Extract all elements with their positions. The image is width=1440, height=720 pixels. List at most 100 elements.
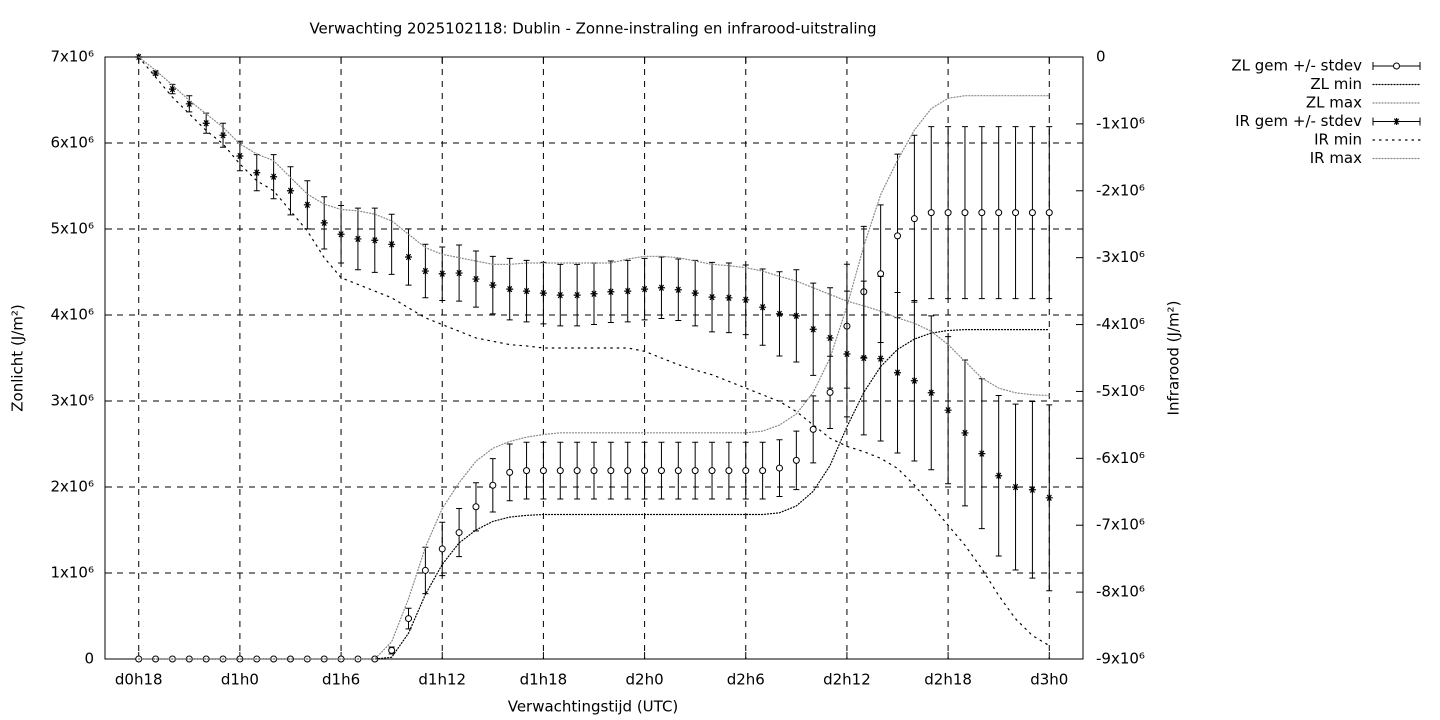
- marker: [961, 209, 969, 217]
- marker: [590, 467, 598, 475]
- marker: [286, 187, 294, 195]
- marker: [236, 655, 244, 663]
- y-tick-label: 1x10⁶: [50, 564, 94, 582]
- marker: [337, 230, 345, 238]
- marker: [489, 481, 497, 489]
- marker: [674, 467, 682, 475]
- marker: [1012, 209, 1020, 217]
- legend-label: ZL max: [1306, 94, 1362, 112]
- marker: [725, 467, 733, 475]
- marker: [438, 545, 446, 553]
- marker: [539, 467, 547, 475]
- marker: [405, 615, 413, 623]
- marker: [573, 467, 581, 475]
- x-tick-label: d0h18: [115, 671, 163, 689]
- marker: [910, 377, 918, 385]
- marker: [219, 131, 227, 139]
- y2-axis-title: Infrarood (J/m²): [1165, 301, 1183, 416]
- marker: [388, 240, 396, 248]
- y-axis-title: Zonlicht (J/m²): [9, 304, 27, 412]
- marker: [674, 286, 682, 294]
- marker: [202, 119, 210, 127]
- marker: [472, 503, 480, 511]
- x-tick-label: d2h18: [924, 671, 972, 689]
- marker: [792, 312, 800, 320]
- y-tick-label: 0: [84, 650, 94, 668]
- marker: [455, 529, 463, 537]
- marker: [185, 100, 193, 108]
- marker: [894, 369, 902, 377]
- y2-tick-label: -7x10⁶: [1096, 516, 1145, 534]
- marker: [320, 219, 328, 227]
- plot-border: [104, 56, 1084, 660]
- marker: [877, 355, 885, 363]
- marker: [641, 285, 649, 293]
- marker: [775, 464, 783, 472]
- marker: [506, 468, 514, 476]
- marker: [455, 269, 463, 277]
- marker: [927, 209, 935, 217]
- legend-marker: [1393, 118, 1400, 125]
- y-tick-label: 7x10⁶: [50, 48, 94, 66]
- marker: [405, 253, 413, 261]
- marker: [421, 566, 429, 574]
- chart-title: Verwachting 2025102118: Dublin - Zonne-i…: [309, 20, 876, 38]
- x-tick-label: d2h6: [727, 671, 765, 689]
- marker: [860, 354, 868, 362]
- x-tick-label: d1h0: [221, 671, 259, 689]
- y2-tick-label: -4x10⁶: [1096, 315, 1145, 333]
- marker: [792, 456, 800, 464]
- marker: [556, 467, 564, 475]
- y-tick-label: 3x10⁶: [50, 392, 94, 410]
- marker: [978, 450, 986, 458]
- marker: [371, 236, 379, 244]
- marker: [775, 310, 783, 318]
- marker: [910, 215, 918, 223]
- y2-tick-label: -6x10⁶: [1096, 449, 1145, 467]
- marker: [809, 425, 817, 433]
- marker: [826, 334, 834, 342]
- marker: [438, 270, 446, 278]
- marker: [1012, 483, 1020, 491]
- y2-tick-label: -8x10⁶: [1096, 583, 1145, 601]
- marker: [303, 201, 311, 209]
- marker: [995, 209, 1003, 217]
- y2-tick-label: -9x10⁶: [1096, 650, 1145, 668]
- marker: [539, 289, 547, 297]
- y2-tick-label: -2x10⁶: [1096, 181, 1145, 199]
- marker: [152, 655, 160, 663]
- marker: [961, 429, 969, 437]
- marker: [286, 655, 294, 663]
- marker: [506, 285, 514, 293]
- marker: [725, 294, 733, 302]
- series-line: [138, 95, 1050, 660]
- marker: [607, 288, 615, 296]
- marker: [624, 287, 632, 295]
- marker: [657, 284, 665, 292]
- marker: [641, 467, 649, 475]
- marker: [607, 467, 615, 475]
- marker: [556, 291, 564, 299]
- marker: [152, 69, 160, 77]
- marker: [759, 303, 767, 311]
- y2-tick-label: -1x10⁶: [1096, 114, 1145, 132]
- x-tick-label: d3h0: [1030, 671, 1068, 689]
- marker: [573, 291, 581, 299]
- marker: [1045, 209, 1053, 217]
- marker: [978, 209, 986, 217]
- marker: [759, 467, 767, 475]
- x-tick-label: d1h6: [322, 671, 360, 689]
- marker: [1028, 209, 1036, 217]
- marker: [1045, 494, 1053, 502]
- y2-tick-label: -5x10⁶: [1096, 382, 1145, 400]
- marker: [708, 293, 716, 301]
- marker: [1028, 486, 1036, 494]
- marker: [843, 350, 851, 358]
- marker: [995, 472, 1003, 480]
- marker: [236, 152, 244, 160]
- marker: [944, 406, 952, 414]
- marker: [877, 270, 885, 278]
- legend-label: IR gem +/- stdev: [1235, 112, 1362, 130]
- legend-marker: [1393, 62, 1400, 70]
